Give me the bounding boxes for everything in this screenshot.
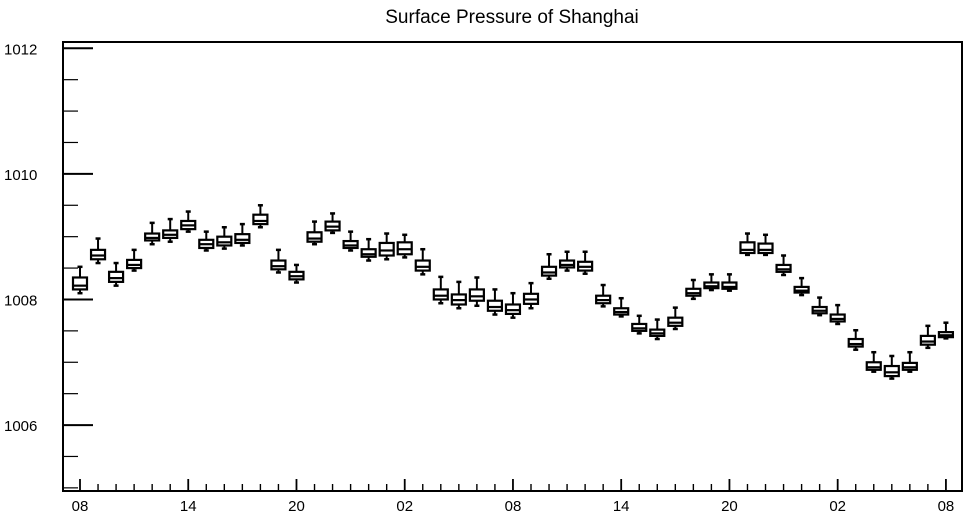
box-plot-item [306,220,323,246]
box-plot-item [162,217,179,243]
box-plot-item [613,296,630,318]
box-plot-item [703,273,720,292]
box-iqr [378,241,395,257]
box-plot-item [793,276,810,297]
x-tick-label: 02 [396,498,413,515]
box-plot-item [540,253,558,280]
box-plot-item [504,291,522,319]
box-plot-item [180,210,197,233]
y-tick-label: 1006 [4,418,37,435]
box-iqr [847,337,864,348]
box-plot-item [522,281,540,310]
y-axis: 1006 1008 1010 1012 [4,41,93,489]
x-tick-label: 20 [288,498,305,515]
box-iqr [468,288,485,302]
x-tick-label: 20 [721,498,738,515]
box-iqr [757,242,774,255]
x-tick-label: 08 [505,498,522,515]
box-iqr [721,281,738,290]
box-plot-item [71,265,89,295]
box-plot-item [757,233,774,257]
box-plot-item [468,276,485,307]
box-iqr [739,241,756,255]
chart-title: Surface Pressure of Shanghai [385,7,639,28]
box-series [71,204,955,380]
y-tick-label: 1012 [4,41,37,58]
box-plot-item [775,254,792,277]
x-tick-label: 08 [938,498,955,515]
box-plot-item [360,237,377,262]
box-iqr [414,259,431,272]
box-plot-item [144,221,161,246]
box-plot-item [721,273,738,292]
box-iqr [883,364,900,378]
box-plot-item [919,324,936,350]
box-iqr [252,213,269,226]
box-plot-item [937,321,955,340]
box-iqr [360,248,377,258]
box-iqr [270,259,287,271]
box-plot-item [739,232,756,257]
x-tick-label: 02 [829,498,846,515]
box-plot-item [324,212,341,235]
box-iqr [540,265,558,277]
x-tick-label: 14 [180,498,197,515]
x-axis: 08 14 20 02 08 14 20 02 08 [72,479,955,515]
box-plot-item [667,306,684,331]
box-plot-item [486,288,504,316]
box-plot-item [595,283,612,308]
box-plot-item [396,233,413,259]
plot-frame [62,41,963,492]
box-plot-item [829,303,846,326]
box-plot-item [198,230,215,252]
box-iqr [919,334,936,346]
box-plot-item [577,250,594,275]
x-tick-label: 14 [613,498,630,515]
box-plot-item [288,263,305,284]
box-iqr [234,233,251,245]
x-tick-label: 08 [72,498,89,515]
box-plot-item [89,237,107,265]
box-plot-item [811,296,828,317]
box-iqr [432,288,449,301]
box-plot-item [378,232,395,261]
box-iqr [486,299,504,312]
box-iqr [71,276,89,291]
box-plot-item [883,354,900,380]
box-plot-item [865,350,882,373]
box-plot-item [450,280,467,310]
box-plot-item [649,318,666,341]
y-tick-label: 1010 [4,167,37,184]
box-plot-item [270,248,287,274]
box-plot-item [685,278,702,301]
box-iqr [306,231,323,243]
box-plot-item [126,248,143,272]
box-plot-item [216,226,233,250]
box-plot-item [558,250,576,272]
box-iqr [107,270,125,283]
box-plot-item [432,275,449,305]
box-plot-item [107,261,125,287]
box-iqr [216,235,233,247]
box-plot-item [342,230,359,252]
y-tick-label: 1008 [4,292,37,309]
box-plot-item [631,314,648,335]
box-plot-item [847,328,864,351]
box-plot-item [252,204,269,229]
box-plot-item [234,222,251,247]
box-plot-item [414,247,431,276]
box-plot-item [901,350,918,373]
box-iqr [865,361,882,371]
